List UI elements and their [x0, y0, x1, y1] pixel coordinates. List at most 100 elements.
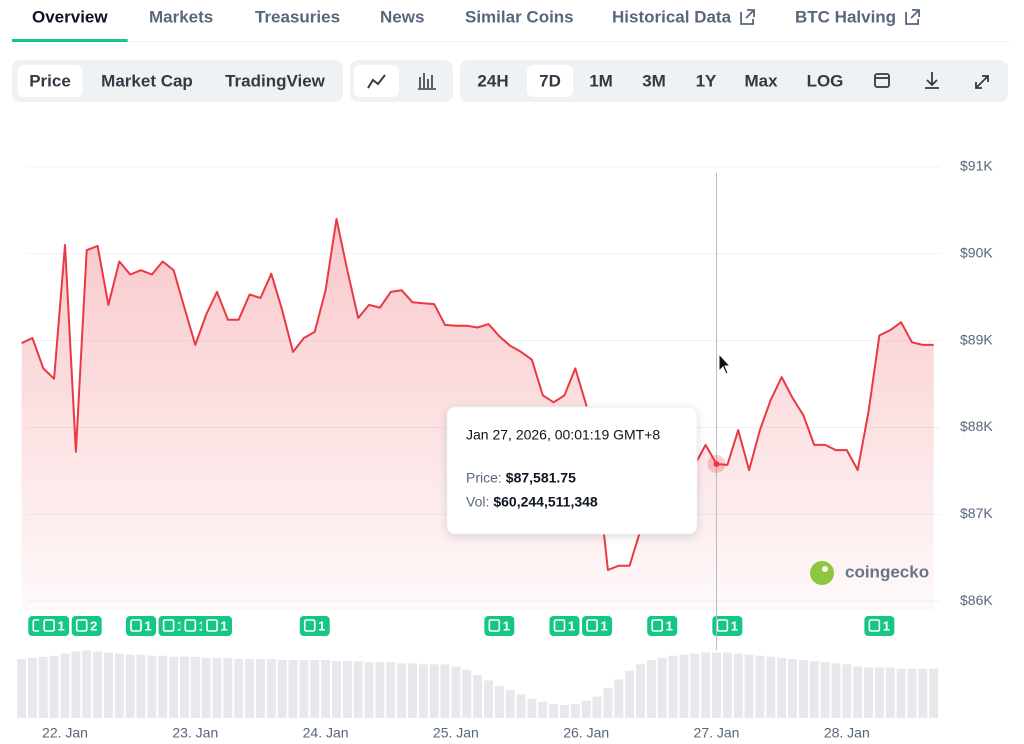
volume-bar: [777, 657, 787, 718]
volume-bar: [266, 658, 276, 718]
tab[interactable]: Treasuries: [255, 7, 340, 26]
news-count: 1: [503, 618, 510, 633]
volume-bar: [559, 705, 569, 718]
toolbar-icons: [874, 72, 989, 89]
line-chart-icon[interactable]: [367, 74, 386, 89]
expand-icon[interactable]: [975, 75, 989, 89]
volume-bar: [473, 675, 483, 718]
tab[interactable]: News: [380, 7, 424, 26]
volume-bar: [462, 669, 472, 718]
news-marker[interactable]: 1: [126, 616, 157, 636]
tab[interactable]: Historical Data: [612, 7, 732, 26]
volume-bar: [440, 664, 450, 718]
news-marker[interactable]: 1: [39, 616, 70, 636]
volume-bar: [798, 660, 808, 718]
volume-bar: [114, 653, 124, 718]
tooltip-vol-label: Vol:: [466, 494, 489, 510]
range-button[interactable]: 1Y: [696, 71, 717, 90]
range-button[interactable]: 3M: [642, 71, 666, 90]
volume-bar: [505, 690, 515, 718]
watermark-logo: [810, 561, 834, 585]
range-group: [460, 60, 1008, 102]
news-icon: [868, 619, 881, 632]
news-marker[interactable]: 1: [484, 616, 515, 636]
volume-bar: [755, 655, 765, 718]
news-marker[interactable]: 1: [582, 616, 613, 636]
y-tick-label: $86K: [960, 592, 993, 608]
candle-chart-icon[interactable]: [418, 73, 436, 90]
news-count: 1: [568, 618, 575, 633]
tab[interactable]: Markets: [149, 7, 213, 26]
view-group: [12, 60, 343, 102]
volume-bar: [255, 658, 265, 718]
calendar-icon[interactable]: [874, 73, 890, 88]
volume-bar: [603, 687, 613, 718]
range-button[interactable]: 1M: [589, 71, 613, 90]
news-marker[interactable]: 1: [712, 616, 743, 636]
tab[interactable]: Similar Coins: [465, 7, 574, 26]
volume-bar: [483, 680, 493, 718]
volume-bar: [907, 668, 917, 718]
news-count: 1: [58, 618, 65, 633]
volume-bar: [831, 663, 841, 718]
active-range-bg: [527, 65, 573, 97]
volume-bar: [614, 679, 624, 718]
x-tick-label: 23. Jan: [172, 725, 218, 741]
tooltip-price: $87,581.75: [506, 470, 576, 486]
news-icon: [651, 619, 664, 632]
tab[interactable]: BTC Halving: [795, 7, 896, 26]
range-button[interactable]: 24H: [477, 71, 508, 90]
volume-bar: [386, 662, 396, 718]
news-icon: [184, 619, 197, 632]
volume-bar: [646, 660, 656, 718]
news-marker[interactable]: 1: [647, 616, 678, 636]
x-tick-label: 24. Jan: [303, 725, 349, 741]
download-icon[interactable]: [925, 72, 939, 89]
volume-bar: [245, 658, 255, 718]
volume-bar: [93, 651, 103, 718]
news-count: 1: [731, 618, 738, 633]
volume-bar: [397, 663, 407, 718]
volume-bar: [49, 655, 59, 718]
news-count: 2: [90, 618, 97, 633]
volume-bar: [581, 700, 591, 718]
volume-bar: [201, 657, 211, 718]
volume-bar: [896, 668, 906, 718]
view-button[interactable]: TradingView: [225, 71, 326, 90]
news-marker[interactable]: 1: [202, 616, 233, 636]
volume-bar: [136, 654, 146, 718]
tooltip-date: Jan 27, 2026, 00:01:19 GMT+8: [466, 427, 660, 443]
volume-bar: [701, 652, 711, 718]
volume-bar: [418, 664, 428, 718]
view-button[interactable]: Market Cap: [101, 71, 193, 90]
volume-bar: [234, 658, 244, 718]
news-icon: [162, 619, 175, 632]
news-marker[interactable]: 1: [299, 616, 330, 636]
view-button[interactable]: Price: [29, 71, 71, 90]
news-marker[interactable]: 1: [549, 616, 580, 636]
volume-bar: [929, 668, 939, 718]
volume-bar: [635, 664, 645, 718]
news-count: 1: [144, 618, 151, 633]
tab[interactable]: Overview: [32, 7, 108, 26]
volume-bar: [516, 694, 526, 718]
news-count: 1: [318, 618, 325, 633]
volume-bar: [679, 654, 689, 718]
range-button[interactable]: Max: [744, 71, 778, 90]
volume-bar: [451, 666, 461, 718]
x-tick-label: 27. Jan: [694, 725, 740, 741]
news-icon: [206, 619, 218, 632]
news-icon: [586, 619, 598, 632]
range-button[interactable]: 7D: [539, 71, 561, 90]
volume-bar: [342, 661, 352, 718]
mouse-cursor: [718, 352, 732, 375]
volume-bar: [321, 660, 331, 718]
volume-bar: [158, 655, 168, 718]
news-marker[interactable]: 2: [71, 616, 102, 636]
range-button[interactable]: LOG: [807, 71, 844, 90]
line-style-active: [354, 65, 399, 97]
tooltip-price-label: Price:: [466, 470, 502, 486]
news-marker[interactable]: 1: [864, 616, 895, 636]
volume-bar: [38, 656, 48, 718]
volume-bar: [918, 668, 928, 718]
